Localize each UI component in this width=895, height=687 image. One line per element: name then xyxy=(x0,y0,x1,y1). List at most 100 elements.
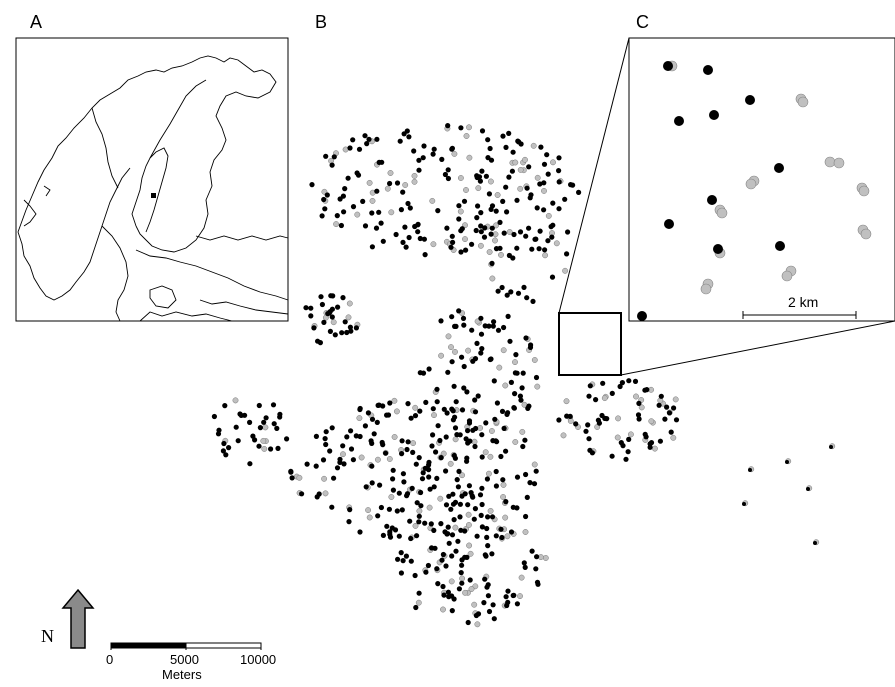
plot-point-black xyxy=(376,209,382,215)
inset-point-black xyxy=(709,110,719,120)
plot-point-black xyxy=(220,448,226,454)
plot-point-black xyxy=(535,581,541,587)
plot-point-black xyxy=(439,156,445,162)
plot-point-black xyxy=(526,164,532,170)
plot-point-gray xyxy=(614,434,621,441)
plot-point-black xyxy=(465,502,471,508)
plot-point-gray xyxy=(563,398,570,405)
plot-point-black xyxy=(319,301,325,308)
plot-point-black xyxy=(506,130,512,136)
plot-point-black xyxy=(503,594,509,600)
plot-point-black xyxy=(414,533,420,539)
plot-point-black xyxy=(632,378,639,384)
plot-point-black xyxy=(493,208,499,214)
plot-point-black xyxy=(470,427,476,433)
inset-point-black xyxy=(637,311,647,321)
panel-label-b: B xyxy=(315,12,328,32)
plot-point-black xyxy=(401,479,407,485)
plot-point-black xyxy=(316,491,322,497)
plot-point-black xyxy=(376,402,382,408)
plot-point-black xyxy=(405,200,411,207)
plot-point-black xyxy=(478,350,484,356)
plot-point-black xyxy=(386,506,392,512)
plot-point-black xyxy=(369,416,376,422)
plot-point-gray xyxy=(386,456,393,462)
plot-point-black xyxy=(475,393,481,399)
plot-point-gray xyxy=(411,178,418,185)
plot-point-black xyxy=(394,180,401,186)
plot-point-black xyxy=(504,209,510,215)
plot-point-black xyxy=(481,600,487,606)
plot-point-black xyxy=(514,370,520,376)
plot-point-black xyxy=(403,244,409,250)
plot-point-black xyxy=(363,484,369,490)
inset-point-gray xyxy=(781,270,793,282)
plot-point-black xyxy=(443,502,450,508)
plot-point-black xyxy=(455,484,461,490)
plot-point-gray xyxy=(430,241,437,248)
plot-point-black xyxy=(347,507,353,513)
plot-point-black xyxy=(329,314,335,320)
plot-point-black xyxy=(528,342,534,348)
inset-point-black xyxy=(713,244,723,254)
plot-point-gray xyxy=(488,428,495,434)
plot-point-black xyxy=(466,420,473,426)
plot-point-black xyxy=(505,588,511,594)
plot-point-gray xyxy=(466,542,473,549)
plot-point-black xyxy=(384,412,390,418)
plot-point-black xyxy=(450,417,456,423)
plot-point-black xyxy=(509,168,515,174)
plot-point-black xyxy=(570,182,576,188)
plot-point-black xyxy=(274,425,280,431)
plot-point-gray xyxy=(471,438,478,445)
plot-point-gray xyxy=(415,599,422,606)
plot-point-black xyxy=(421,236,427,242)
plot-point-black xyxy=(423,569,429,575)
plot-point-gray xyxy=(468,586,475,592)
plot-point-gray xyxy=(560,432,567,439)
plot-point-gray xyxy=(493,222,499,229)
plot-point-black xyxy=(507,338,513,344)
plot-point-black xyxy=(435,423,441,429)
overview-map xyxy=(15,37,289,322)
plot-point-black xyxy=(478,229,484,235)
plot-point-black xyxy=(252,437,258,443)
north-arrow-icon xyxy=(61,588,95,649)
plot-point-black xyxy=(538,144,544,150)
plot-point-black xyxy=(387,534,394,540)
plot-point-gray xyxy=(522,156,528,163)
plot-point-black xyxy=(489,551,495,557)
plot-point-black xyxy=(623,456,629,462)
plot-point-black xyxy=(785,460,789,464)
plot-point-black xyxy=(515,290,522,296)
plot-point-black xyxy=(620,443,626,449)
plot-point-black xyxy=(483,420,489,426)
inset-point-gray xyxy=(824,156,836,168)
plot-point-black xyxy=(459,354,465,360)
plot-point-black xyxy=(506,174,512,180)
plot-point-gray xyxy=(496,364,503,371)
plot-point-black xyxy=(510,504,516,510)
plot-point-black xyxy=(500,133,506,139)
plot-point-black xyxy=(410,449,416,455)
plot-point-black xyxy=(373,225,380,231)
plot-point-gray xyxy=(651,445,658,452)
plot-point-gray xyxy=(522,529,529,535)
plot-point-black xyxy=(346,519,352,525)
plot-point-black xyxy=(303,305,309,311)
plot-point-black xyxy=(223,452,229,458)
plot-point-black xyxy=(486,323,492,329)
plot-point-black xyxy=(487,145,493,152)
plot-point-black xyxy=(493,468,499,475)
plot-point-gray xyxy=(260,437,267,444)
plot-point-black xyxy=(430,432,436,438)
plot-point-black xyxy=(501,425,507,431)
plot-point-gray xyxy=(447,460,454,467)
plot-point-black xyxy=(347,145,353,151)
plot-point-black xyxy=(503,184,509,190)
overview-map-frame xyxy=(15,37,289,322)
plot-point-black xyxy=(256,402,262,409)
plot-point-black xyxy=(311,325,317,331)
plot-point-black xyxy=(475,611,482,617)
plot-point-black xyxy=(485,514,491,520)
